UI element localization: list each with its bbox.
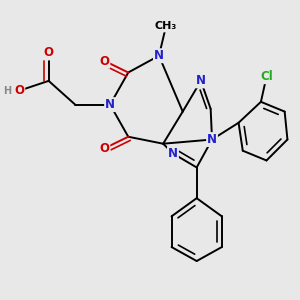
- Text: N: N: [207, 133, 217, 146]
- Text: Cl: Cl: [260, 70, 273, 83]
- Text: O: O: [99, 55, 110, 68]
- Text: O: O: [99, 142, 110, 154]
- Text: N: N: [154, 49, 164, 62]
- Text: N: N: [196, 74, 206, 87]
- Text: H: H: [4, 85, 12, 96]
- Text: CH₃: CH₃: [155, 21, 177, 32]
- Text: N: N: [105, 98, 115, 111]
- Text: O: O: [44, 46, 54, 59]
- Text: O: O: [14, 84, 24, 97]
- Text: N: N: [168, 147, 178, 160]
